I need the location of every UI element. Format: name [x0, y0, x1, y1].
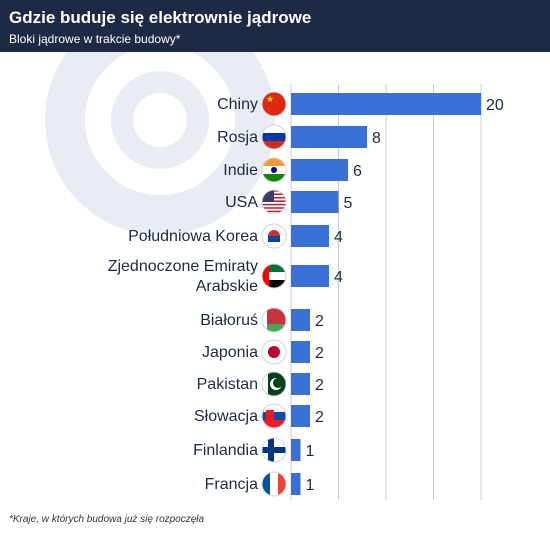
bar [291, 265, 329, 287]
category-label: Indie [223, 162, 258, 179]
bar [291, 405, 310, 427]
category-label: Finlandia [193, 442, 258, 459]
india-flag-icon [261, 157, 287, 183]
bar [291, 225, 329, 247]
india-flag-icon-ring [261, 157, 287, 183]
category-label: Słowacja [194, 408, 258, 425]
usa-flag-icon [261, 189, 287, 215]
finland-flag-icon [261, 437, 287, 463]
south-korea-flag-icon [261, 223, 287, 249]
russia-flag-icon [261, 124, 287, 150]
pakistan-flag-icon-ring [261, 371, 287, 397]
france-flag-icon-ring [261, 471, 287, 497]
category-label: USA [225, 194, 258, 211]
svg-text:★: ★ [266, 95, 274, 105]
category-label: Francja [205, 476, 258, 493]
bar-chart: Chiny ★ 20 Rosja 8 Indie 6 USA 5 Południowa Korea… [108, 84, 504, 500]
china-flag-icon: ★ [261, 91, 287, 117]
bar [291, 373, 310, 395]
bar [291, 439, 301, 461]
category-label: Japonia [202, 344, 258, 361]
value-label: 2 [315, 313, 324, 330]
bar [291, 473, 301, 495]
japan-flag-icon-ring [261, 339, 287, 365]
bar [291, 126, 367, 148]
bar [291, 159, 348, 181]
bar [291, 93, 481, 115]
value-label: 4 [334, 269, 343, 286]
value-label: 1 [306, 477, 315, 494]
value-label: 4 [334, 229, 343, 246]
belarus-flag-icon-ring [261, 307, 287, 333]
belarus-flag-icon [261, 307, 287, 333]
category-label: Białoruś [200, 312, 258, 329]
category-label: Zjednoczone Emiraty Arabskie [108, 258, 258, 295]
uae-flag-icon-ring [261, 263, 287, 289]
bar [291, 191, 339, 213]
chart-subtitle: Bloki jądrowe w trakcie budowy* [9, 32, 181, 46]
value-label: 6 [353, 163, 362, 180]
bar [291, 309, 310, 331]
chart-title: Gdzie buduje się elektrownie jądrowe [9, 8, 312, 27]
bar [291, 341, 310, 363]
finland-flag-icon-ring [261, 437, 287, 463]
usa-flag-icon-ring [261, 189, 287, 215]
header-bar: Gdzie buduje się elektrownie jądrowe Blo… [0, 0, 550, 52]
footnote: *Kraje, w których budowa już się rozpocz… [9, 514, 205, 525]
russia-flag-icon-ring [261, 124, 287, 150]
value-label: 5 [344, 195, 353, 212]
value-label: 2 [315, 409, 324, 426]
category-label: Południowa Korea [128, 228, 258, 245]
japan-flag-icon [261, 339, 287, 365]
value-label: 2 [315, 345, 324, 362]
pakistan-flag-icon [261, 371, 287, 397]
value-label: 2 [315, 377, 324, 394]
category-label: Chiny [217, 96, 258, 113]
china-flag-icon-ring [261, 91, 287, 117]
uae-flag-icon [261, 263, 287, 289]
category-label: Pakistan [197, 376, 258, 393]
category-label: Rosja [217, 129, 258, 146]
france-flag-icon [261, 471, 287, 497]
slovakia-flag-icon [261, 403, 287, 429]
slovakia-flag-icon-ring [261, 403, 287, 429]
value-label: 1 [306, 443, 315, 460]
value-label: 20 [486, 97, 504, 114]
south-korea-flag-icon-ring [261, 223, 287, 249]
value-label: 8 [372, 130, 381, 147]
